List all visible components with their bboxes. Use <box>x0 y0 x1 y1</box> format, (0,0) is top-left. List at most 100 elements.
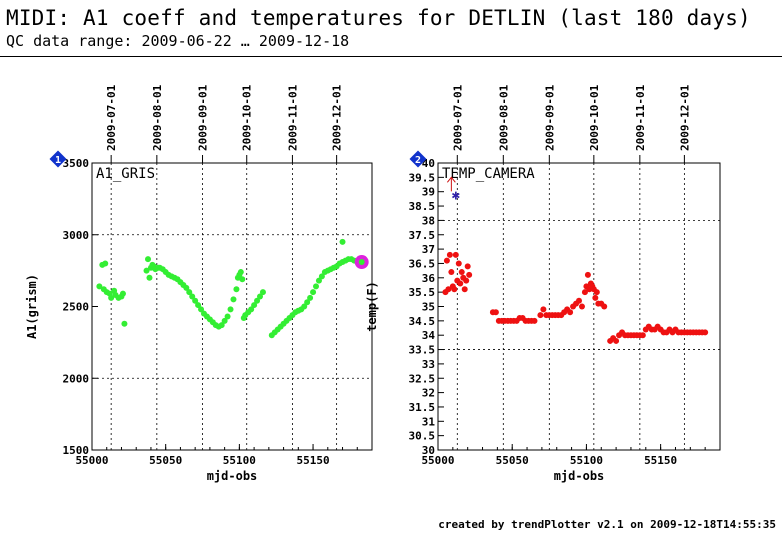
chart-a1-gris: 2009-07-01 2009-08-01 2009-09-01 2009-10-01… <box>25 84 373 483</box>
data-point <box>313 283 319 290</box>
data-point <box>96 283 103 290</box>
footer-credit: created by trendPlotter v2.1 on 2009-12-… <box>438 518 776 531</box>
panel-title: A1_GRIS <box>96 166 155 182</box>
y-tick-label: 38 <box>422 214 435 227</box>
data-point <box>218 322 225 329</box>
x-tick-label: 55050 <box>496 454 529 467</box>
date-tick-label: 2009-07-01 <box>451 84 464 151</box>
y-tick-label: 39 <box>422 186 435 199</box>
header-divider <box>0 56 782 57</box>
data-point <box>445 286 452 293</box>
data-point <box>315 277 322 284</box>
x-tick-label: 55000 <box>421 454 454 467</box>
limit-arrow-icon <box>446 176 456 183</box>
y-tick-label: 31.5 <box>409 401 436 414</box>
x-tick-label: 55100 <box>223 454 256 467</box>
x-tick-label: 55150 <box>296 454 329 467</box>
y-axis-title: A1(grism) <box>25 274 39 339</box>
y-tick-label: 36 <box>422 272 436 285</box>
data-point <box>310 289 317 296</box>
y-tick-label: 31 <box>422 415 436 428</box>
data-point <box>227 306 234 313</box>
data-point <box>230 296 237 303</box>
data-point <box>540 306 547 313</box>
data-point <box>492 309 499 316</box>
data-point <box>145 256 151 263</box>
x-axis-title: mjd-obs <box>207 469 258 483</box>
data-point <box>576 297 582 304</box>
star-marker-icon: ✱ <box>452 188 461 204</box>
data-point <box>452 251 459 258</box>
y-tick-label: 39.5 <box>409 171 436 184</box>
page-title: MIDI: A1 coeff and temperatures for DETL… <box>6 6 751 30</box>
y-tick-label: 2000 <box>63 372 90 385</box>
data-point <box>339 238 346 245</box>
data-point <box>224 313 231 320</box>
x-tick-label: 55050 <box>149 454 182 467</box>
data-point <box>251 302 258 309</box>
panel-title: TEMP_CAMERA <box>442 166 535 182</box>
data-point <box>119 290 126 297</box>
data-point <box>233 286 240 293</box>
data-point <box>304 299 311 306</box>
data-point <box>301 303 308 310</box>
date-tick-label: 2009-08-01 <box>497 84 510 151</box>
data-point <box>531 317 538 324</box>
data-point <box>457 280 464 287</box>
data-point <box>192 297 199 304</box>
data-point <box>237 269 244 276</box>
y-tick-label: 35 <box>422 301 435 314</box>
y-tick-label: 35.5 <box>409 286 436 299</box>
data-point <box>458 269 465 276</box>
data-point <box>189 293 196 300</box>
data-point <box>448 269 455 276</box>
data-point <box>463 277 470 284</box>
data-point <box>455 260 462 267</box>
data-point <box>257 293 263 300</box>
date-tick-label: 2009-09-01 <box>543 84 556 151</box>
y-tick-label: 36.5 <box>409 257 436 270</box>
y-tick-label: 32.5 <box>409 372 436 385</box>
data-point <box>254 297 261 304</box>
date-tick-label: 2009-09-01 <box>197 84 210 151</box>
data-point <box>259 289 266 296</box>
data-point <box>537 312 544 319</box>
data-point <box>578 303 585 310</box>
latest-point-core <box>358 259 365 266</box>
data-point <box>601 303 608 310</box>
panel-badge-number: 1 <box>55 155 61 166</box>
y-tick-label: 37 <box>422 243 435 256</box>
data-point <box>143 267 150 274</box>
y-tick-label: 34 <box>422 329 436 342</box>
y-tick-label: 37.5 <box>409 229 436 242</box>
data-point <box>702 329 709 336</box>
data-point <box>639 332 646 339</box>
data-point <box>239 276 246 283</box>
y-tick-label: 34.5 <box>409 315 436 328</box>
y-tick-label: 2500 <box>63 301 90 314</box>
page-subtitle: QC data range: 2009-06-22 … 2009-12-18 <box>6 32 350 50</box>
date-tick-label: 2009-10-01 <box>241 84 254 151</box>
data-point <box>121 320 128 327</box>
y-tick-label: 30 <box>422 444 435 457</box>
y-tick-label: 38.5 <box>409 200 436 213</box>
data-point <box>593 289 600 296</box>
y-tick-label: 3000 <box>63 229 90 242</box>
data-point <box>146 274 153 281</box>
data-point <box>198 306 205 313</box>
panel-badge-number: 2 <box>415 155 421 166</box>
date-tick-label: 2009-07-01 <box>105 84 118 151</box>
data-point <box>186 289 193 296</box>
data-point <box>466 271 473 278</box>
data-point <box>195 302 202 309</box>
data-point <box>581 289 588 296</box>
y-tick-label: 33 <box>422 358 435 371</box>
date-tick-label: 2009-12-01 <box>331 84 344 151</box>
data-point <box>108 294 115 301</box>
data-point <box>307 294 314 301</box>
date-tick-label: 2009-08-01 <box>151 84 164 151</box>
data-point <box>584 271 591 278</box>
date-tick-label: 2009-10-01 <box>588 84 601 151</box>
y-tick-label: 32 <box>422 387 435 400</box>
chart-temp-camera: 2009-07-01 2009-08-01 2009-09-01 2009-10-01… <box>365 84 721 483</box>
